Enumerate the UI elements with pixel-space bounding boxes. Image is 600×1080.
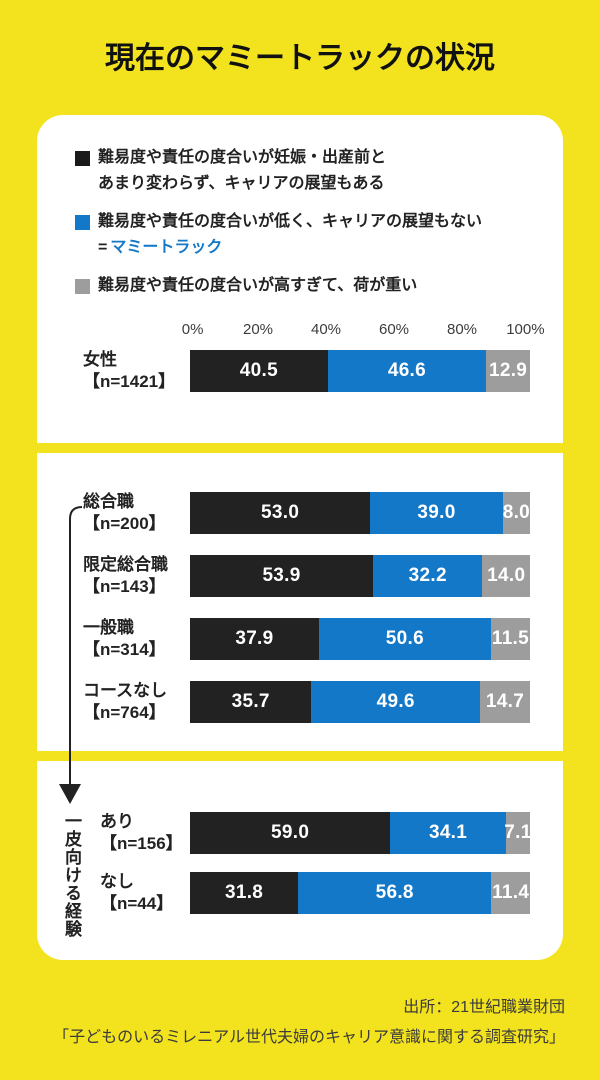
stacked-bar: 35.7 49.6 14.7 (190, 681, 530, 723)
bar-segment: 39.0 (370, 492, 503, 534)
bar-segment: 37.9 (190, 618, 319, 660)
bar-segment: 53.0 (190, 492, 371, 534)
stacked-bar: 53.0 39.0 8.0 (190, 492, 530, 534)
source-line-1: 出所：21世紀職業財団 (403, 999, 565, 1016)
bar-row-label: 総合職 【n=200】 (83, 492, 166, 533)
bar-segment: 31.8 (190, 872, 299, 914)
bar-segment: 35.7 (190, 681, 312, 723)
axis-tick: 40% (310, 321, 342, 338)
legend-marker-icon (75, 151, 90, 166)
legend-item: 難易度や責任の度合いが妊娠・出産前と あまり変わらず、キャリアの展望もある (75, 145, 563, 197)
bar-segment: 50.6 (318, 618, 491, 660)
axis-tick: 60% (378, 321, 410, 338)
bar-segment: 8.0 (503, 492, 530, 534)
page-title: 現在のマミートラックの状況 (105, 42, 495, 75)
rows-course: 総合職 【n=200】 53.0 39.0 8.0 限定総合職 【n=143】 53.9 32.… (37, 491, 563, 724)
bar-segment: 7.1 (504, 812, 531, 854)
bar-row: 女性 【n=1421】 40.5 46.6 12.9 (37, 349, 563, 393)
bar-segment: 14.0 (482, 555, 530, 597)
bar-row: 一般職 【n=314】 37.9 50.6 11.5 (37, 617, 563, 661)
source-line-2: 「子どものいるミレニアル世代夫婦のキャリア意識に関する調査研究」 (53, 1029, 565, 1046)
bar-row-label: コースなし 【n=764】 (83, 681, 168, 722)
bar-row: あり 【n=156】 59.0 34.1 7.1 (37, 811, 563, 855)
stacked-bar: 53.9 32.2 14.0 (190, 555, 530, 597)
source-note: 出所：21世紀職業財団 「子どものいるミレニアル世代夫婦のキャリア意識に関する調… (25, 993, 565, 1053)
bar-segment: 34.1 (390, 812, 506, 854)
legend-marker-icon (75, 215, 90, 230)
bar-row-label: 女性 【n=1421】 (83, 350, 176, 391)
stacked-bar: 31.8 56.8 11.4 (190, 872, 531, 914)
bar-row-label: 限定総合職 【n=143】 (83, 555, 168, 596)
stacked-bar: 59.0 34.1 7.1 (190, 812, 531, 854)
x-axis: 0% 20% 40% 60% 80% 100% (182, 321, 545, 341)
legend: 難易度や責任の度合いが妊娠・出産前と あまり変わらず、キャリアの展望もある難易度や… (37, 145, 563, 299)
legend-text: 難易度や責任の度合いが妊娠・出産前と あまり変わらず、キャリアの展望もある (98, 149, 387, 192)
chart-panels: 難易度や責任の度合いが妊娠・出産前と あまり変わらず、キャリアの展望もある難易度や… (37, 115, 563, 960)
bar-segment: 49.6 (311, 681, 481, 723)
stacked-bar: 37.9 50.6 11.5 (190, 618, 530, 660)
legend-text: 難易度や責任の度合いが高すぎて、荷が重い (98, 277, 418, 294)
bar-segment: 11.4 (491, 872, 531, 914)
experience-axis-label: 一皮向ける経験 (62, 812, 81, 938)
bar-row: 限定総合職 【n=143】 53.9 32.2 14.0 (37, 554, 563, 598)
bar-segment: 32.2 (373, 555, 483, 597)
bar-segment: 53.9 (190, 555, 374, 597)
axis-tick: 100% (506, 321, 545, 338)
legend-marker-icon (75, 279, 90, 294)
bar-row-label: なし 【n=44】 (100, 872, 174, 913)
panel-course: 総合職 【n=200】 53.0 39.0 8.0 限定総合職 【n=143】 53.9 32.… (37, 453, 563, 751)
panel-experience: あり 【n=156】 59.0 34.1 7.1 なし 【n=44】 31.8 56.8 11.4 (37, 761, 563, 960)
bar-segment: 56.8 (298, 872, 492, 914)
bar-segment: 11.5 (490, 618, 530, 660)
legend-item: 難易度や責任の度合いが高すぎて、荷が重い (75, 273, 563, 299)
axis-tick: 80% (446, 321, 478, 338)
bar-segment: 40.5 (190, 350, 328, 392)
bar-row: コースなし 【n=764】 35.7 49.6 14.7 (37, 680, 563, 724)
panel-female: 難易度や責任の度合いが妊娠・出産前と あまり変わらず、キャリアの展望もある難易度や… (37, 115, 563, 443)
axis-tick: 20% (242, 321, 274, 338)
stacked-bar: 40.5 46.6 12.9 (190, 350, 530, 392)
bar-row: 総合職 【n=200】 53.0 39.0 8.0 (37, 491, 563, 535)
bar-row-label: 一般職 【n=314】 (83, 618, 166, 659)
bar-row: なし 【n=44】 31.8 56.8 11.4 (37, 871, 563, 915)
axis-tick: 0% (181, 321, 204, 338)
rows-experience: あり 【n=156】 59.0 34.1 7.1 なし 【n=44】 31.8 56.8 11.4 (37, 811, 563, 915)
rows-female: 女性 【n=1421】 40.5 46.6 12.9 (37, 349, 563, 393)
bar-segment: 46.6 (327, 350, 487, 392)
bar-segment: 14.7 (480, 681, 530, 723)
bar-segment: 59.0 (190, 812, 391, 854)
legend-text: 難易度や責任の度合いが低く、キャリアの展望もない = マミートラック (98, 213, 483, 256)
bar-segment: 12.9 (486, 350, 530, 392)
bar-row-label: あり 【n=156】 (100, 812, 183, 853)
legend-item: 難易度や責任の度合いが低く、キャリアの展望もない = マミートラック (75, 209, 563, 261)
